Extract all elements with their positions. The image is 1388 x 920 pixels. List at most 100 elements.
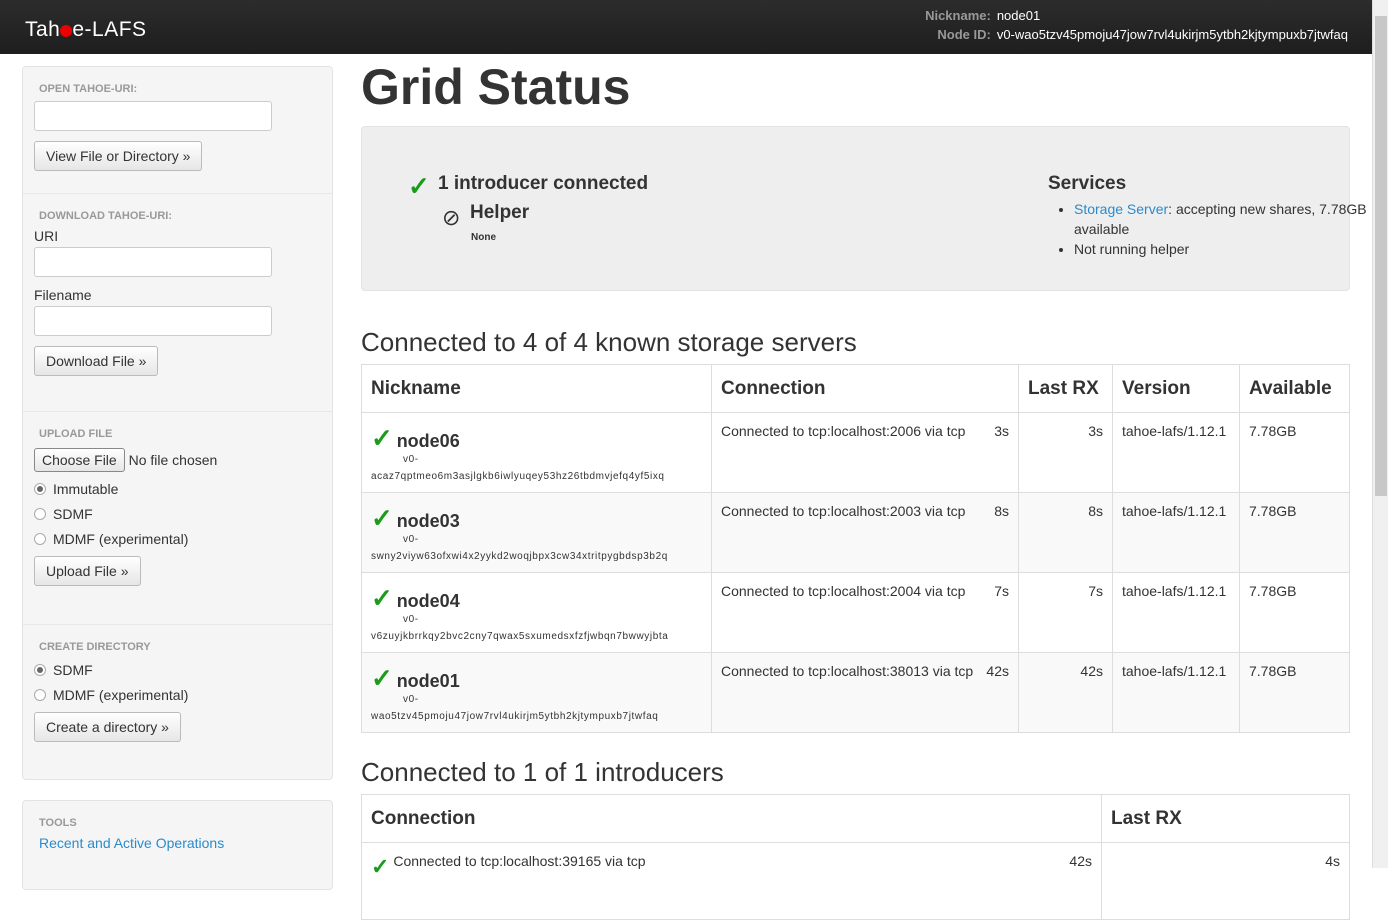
introducers-heading: Connected to 1 of 1 introducers	[361, 757, 724, 787]
radio-mdmf[interactable]: MDMF (experimental)	[34, 531, 321, 547]
upload-header: Upload File	[39, 428, 113, 440]
create-directory-button[interactable]: Create a directory »	[34, 712, 181, 742]
server-id: swny2viyw63ofxwi4x2yykd2woqjbpx3cw34xtri…	[371, 551, 668, 562]
no-helper-icon: ⊘	[442, 205, 461, 230]
tools-header: Tools	[39, 817, 77, 829]
servers-table: Nickname Connection Last RX Version Avai…	[361, 364, 1350, 733]
server-available: 7.78GB	[1239, 652, 1350, 733]
server-last-rx: 3s	[1018, 412, 1113, 493]
filename-input[interactable]	[34, 306, 272, 336]
check-icon: ✓	[371, 583, 393, 613]
server-since: 42s	[986, 663, 1009, 679]
col-last-rx: Last RX	[1018, 364, 1113, 413]
server-id-prefix: v0-	[403, 454, 419, 465]
server-since: 3s	[994, 423, 1009, 439]
server-since: 8s	[994, 503, 1009, 519]
server-id: v6zuyjkbrrkqy2bvc2cny7qwax5sxumedsxfzfjw…	[371, 631, 669, 642]
node-info: Nickname: node01 Node ID: v0-wao5tzv45pmoj…	[919, 6, 1348, 44]
logo-dot-icon	[60, 25, 73, 37]
server-since: 7s	[994, 583, 1009, 599]
server-version: tahoe-lafs/1.12.1	[1112, 492, 1240, 573]
no-file-text: No file chosen	[128, 452, 218, 468]
main-content: Grid Status ✓ 1 introducer connected ⊘ H…	[361, 54, 1367, 920]
server-nickname: node01	[396, 671, 460, 691]
open-uri-input[interactable]	[34, 101, 272, 131]
scrollbar[interactable]	[1372, 0, 1388, 868]
server-id-prefix: v0-	[403, 694, 419, 705]
col-intro-last-rx: Last RX	[1101, 794, 1350, 843]
server-nickname: node06	[396, 431, 460, 451]
check-icon: ✓	[408, 171, 430, 201]
service-storage: Storage Server: accepting new shares, 7.…	[1074, 199, 1374, 239]
intro-since: 42s	[1069, 853, 1092, 869]
page-title: Grid Status	[361, 59, 631, 115]
download-header: Download Tahoe-URI:	[39, 210, 172, 222]
services-title: Services	[1048, 173, 1127, 194]
col-nickname: Nickname	[361, 364, 712, 413]
server-nickname: node04	[396, 591, 460, 611]
server-version: tahoe-lafs/1.12.1	[1112, 652, 1240, 733]
check-icon: ✓	[371, 503, 393, 533]
server-id-prefix: v0-	[403, 534, 419, 545]
intro-last-rx: 4s	[1101, 842, 1350, 920]
status-panel: ✓ 1 introducer connected ⊘ Helper None S…	[361, 126, 1367, 291]
download-file-button[interactable]: Download File »	[34, 346, 159, 376]
nickname-label: Nickname:	[925, 8, 991, 23]
server-last-rx: 8s	[1018, 492, 1113, 573]
intro-connection: Connected to tcp:localhost:39165 via tcp	[393, 853, 646, 869]
check-icon: ✓	[371, 663, 393, 693]
service-helper: Not running helper	[1074, 239, 1374, 259]
filename-label: Filename	[34, 287, 92, 303]
sidebar-tools: Tools Recent and Active Operations	[22, 800, 333, 890]
server-row: ✓ node01 v0- wao5tzv45pmoju47jow7rvl4ukirj…	[361, 652, 1350, 733]
logo[interactable]: Tah e-LAFS	[25, 18, 147, 41]
open-uri-header: Open Tahoe-URI:	[39, 83, 138, 95]
server-connection: Connected to tcp:localhost:2004 via tcp	[721, 583, 966, 599]
navbar: Tah e-LAFS Nickname: node01 Node ID: v0-wao…	[0, 0, 1372, 54]
services-list: Storage Server: accepting new shares, 7.…	[1054, 199, 1374, 259]
server-available: 7.78GB	[1239, 492, 1350, 573]
check-icon: ✓	[371, 854, 390, 879]
server-row: ✓ node04 v0- v6zuyjkbrrkqy2bvc2cny7qwax5sx…	[361, 572, 1350, 653]
col-intro-connection: Connection	[361, 794, 1102, 843]
helper-value: None	[471, 232, 496, 243]
server-available: 7.78GB	[1239, 412, 1350, 493]
radio-mkdir-mdmf[interactable]: MDMF (experimental)	[34, 687, 321, 703]
introducer-row: ✓ Connected to tcp:localhost:39165 via t…	[361, 842, 1350, 920]
server-connection: Connected to tcp:localhost:2006 via tcp	[721, 423, 966, 439]
server-last-rx: 7s	[1018, 572, 1113, 653]
view-file-button[interactable]: View File or Directory »	[34, 141, 203, 171]
recent-operations-link[interactable]: Recent and Active Operations	[39, 835, 225, 851]
sidebar-forms: Open Tahoe-URI: View File or Directory »…	[22, 66, 333, 780]
server-version: tahoe-lafs/1.12.1	[1112, 412, 1240, 493]
col-available: Available	[1239, 364, 1350, 413]
server-available: 7.78GB	[1239, 572, 1350, 653]
radio-sdmf[interactable]: SDMF	[34, 506, 321, 522]
upload-file-button[interactable]: Upload File »	[34, 556, 141, 586]
mkdir-header: Create Directory	[39, 641, 151, 653]
servers-heading: Connected to 4 of 4 known storage server…	[361, 327, 857, 357]
nodeid-label: Node ID:	[937, 27, 991, 42]
server-connection: Connected to tcp:localhost:2003 via tcp	[721, 503, 966, 519]
helper-title: Helper	[470, 202, 530, 223]
uri-input[interactable]	[34, 247, 272, 277]
server-row: ✓ node03 v0- swny2viyw63ofxwi4x2yykd2woqjb…	[361, 492, 1350, 573]
radio-immutable[interactable]: Immutable	[34, 481, 321, 497]
introducer-status: 1 introducer connected	[438, 173, 649, 194]
scrollbar-thumb[interactable]	[1375, 16, 1387, 496]
server-version: tahoe-lafs/1.12.1	[1112, 572, 1240, 653]
nickname-value: node01	[996, 8, 1041, 23]
nodeid-value: v0-wao5tzv45pmoju47jow7rvl4ukirjm5ytbh2k…	[996, 27, 1348, 42]
server-id: wao5tzv45pmoju47jow7rvl4ukirjm5ytbh2kjty…	[371, 711, 659, 722]
check-icon: ✓	[371, 423, 393, 453]
server-row: ✓ node06 v0- acaz7qptmeo6m3asjlgkb6iwlyuqe…	[361, 412, 1350, 493]
storage-server-link[interactable]: Storage Server	[1074, 201, 1169, 217]
introducers-table: Connection Last RX ✓ Connected to tcp:lo…	[361, 794, 1350, 920]
server-nickname: node03	[396, 511, 460, 531]
server-connection: Connected to tcp:localhost:38013 via tcp	[721, 663, 974, 679]
col-connection: Connection	[711, 364, 1019, 413]
choose-file-button[interactable]: Choose File	[34, 448, 125, 472]
radio-mkdir-sdmf[interactable]: SDMF	[34, 662, 321, 678]
col-version: Version	[1112, 364, 1240, 413]
server-id: acaz7qptmeo6m3asjlgkb6iwlyuqey53hz26tbdm…	[371, 471, 665, 482]
